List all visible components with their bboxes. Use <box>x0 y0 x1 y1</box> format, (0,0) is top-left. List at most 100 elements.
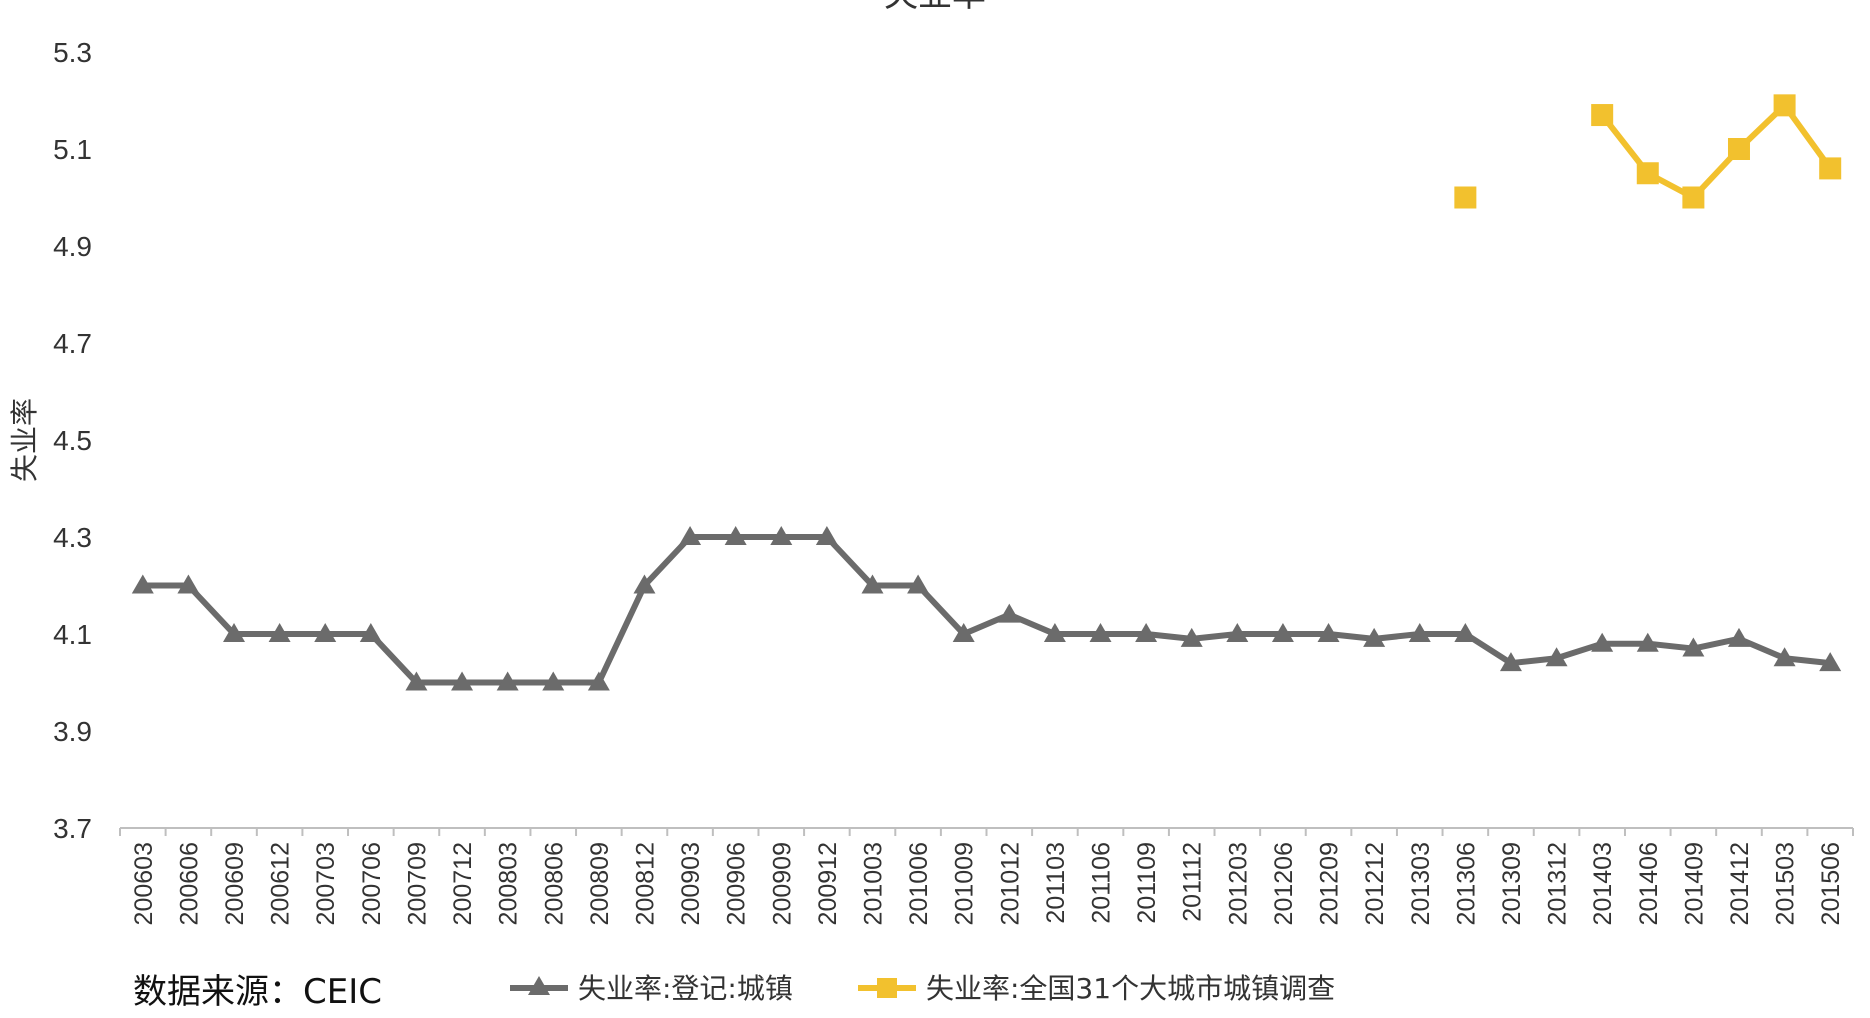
data-point <box>1271 623 1294 642</box>
data-point <box>1499 652 1522 672</box>
data-point <box>1819 157 1842 180</box>
data-point <box>861 574 884 594</box>
x-tick-label: 201106 <box>1088 842 1116 924</box>
y-tick-label: 4.3 <box>53 522 92 553</box>
x-tick-label: 201306 <box>1452 842 1480 925</box>
data-point <box>314 623 337 642</box>
y-tick-label: 4.1 <box>53 619 92 650</box>
data-point <box>1636 162 1659 185</box>
data-point <box>1135 623 1158 642</box>
x-tick-label: 200806 <box>540 842 568 925</box>
data-point <box>952 623 975 642</box>
x-tick-label: 200906 <box>723 842 751 925</box>
y-axis-label: 失业率 <box>8 398 41 482</box>
x-tick-label: 201309 <box>1498 842 1526 925</box>
y-axis-ticks: 3.7 3.9 4.1 4.3 4.5 4.7 4.9 5.1 5.3 <box>53 37 92 844</box>
data-point <box>1727 627 1750 647</box>
data-point <box>131 574 154 594</box>
y-tick-label: 4.5 <box>53 425 92 456</box>
data-point <box>405 671 428 691</box>
y-tick-label: 3.9 <box>53 716 92 747</box>
data-point <box>770 526 793 545</box>
x-tick-label: 201503 <box>1772 842 1800 925</box>
x-tick-label: 201506 <box>1817 842 1845 925</box>
data-point <box>223 623 246 642</box>
data-point <box>1226 623 1249 642</box>
x-tick-label: 200712 <box>449 842 477 925</box>
x-tick-label: 200912 <box>814 842 842 925</box>
data-point <box>1408 623 1431 642</box>
x-tick-label: 201303 <box>1407 842 1435 925</box>
y-tick-label: 4.9 <box>53 231 92 262</box>
x-tick-label: 201206 <box>1270 842 1298 925</box>
data-point <box>724 526 747 545</box>
x-tick-label: 201103 <box>1042 842 1070 924</box>
series-0 <box>131 526 1842 691</box>
x-tick-label: 201212 <box>1361 842 1389 925</box>
data-point <box>587 671 610 691</box>
x-tick-label: 200703 <box>312 842 340 925</box>
x-tick-label: 201209 <box>1316 842 1344 925</box>
series-line <box>1599 102 1833 201</box>
x-tick-label: 201312 <box>1544 842 1572 925</box>
x-tick-label: 201012 <box>996 842 1024 925</box>
data-point <box>496 671 519 691</box>
data-point <box>268 623 291 642</box>
x-tick-label: 201003 <box>859 842 887 925</box>
data-point <box>1727 138 1750 160</box>
x-tick-label: 200909 <box>768 842 796 925</box>
x-tick-label: 201112 <box>1179 842 1207 922</box>
data-point <box>451 671 474 691</box>
series-line <box>142 534 1831 686</box>
y-tick-label: 3.7 <box>53 813 92 844</box>
data-point <box>1454 186 1477 209</box>
legend-label-survey: 失业率:全国31个大城市城镇调查 <box>926 972 1335 1005</box>
data-point <box>1682 637 1705 657</box>
x-tick-label: 200803 <box>495 842 523 925</box>
legend-marker-triangle <box>528 976 550 995</box>
legend-marker-square <box>877 978 897 998</box>
data-point <box>1317 623 1340 642</box>
data-point <box>1819 652 1842 672</box>
x-tick-label: 201006 <box>905 842 933 925</box>
data-point <box>1591 632 1614 652</box>
data-point <box>1363 627 1386 647</box>
data-point <box>542 671 565 691</box>
data-point <box>177 574 200 594</box>
data-point <box>1180 627 1203 647</box>
series-1 <box>1454 94 1842 209</box>
legend-label-registered: 失业率:登记:城镇 <box>578 972 793 1005</box>
data-point <box>1545 647 1568 667</box>
y-tick-label: 4.7 <box>53 328 92 359</box>
x-tick-label: 200903 <box>677 842 705 925</box>
x-tick-label: 201412 <box>1726 842 1754 925</box>
x-tick-label: 200809 <box>586 842 614 925</box>
data-point <box>633 574 656 594</box>
x-tick-label: 201403 <box>1589 842 1617 925</box>
data-source-note: 数据来源：CEIC <box>133 972 382 1012</box>
y-tick-label: 5.3 <box>53 37 92 68</box>
y-tick-label: 5.1 <box>53 134 92 165</box>
x-tick-label: 200609 <box>221 842 249 925</box>
data-point <box>998 603 1021 623</box>
legend: 失业率:登记:城镇 失业率:全国31个大城市城镇调查 <box>510 972 1335 1005</box>
x-tick-label: 200812 <box>631 842 659 925</box>
data-point <box>815 526 838 545</box>
data-point <box>1773 94 1796 117</box>
data-point <box>1682 186 1705 209</box>
data-point <box>1089 623 1112 642</box>
x-tick-label: 201009 <box>951 842 979 925</box>
chart-title: 失业率 <box>884 0 986 15</box>
data-point <box>1043 623 1066 642</box>
x-tick-label: 201203 <box>1224 842 1252 925</box>
data-point <box>1454 623 1477 642</box>
data-point <box>359 623 382 642</box>
data-point <box>907 574 930 594</box>
series-layer <box>131 94 1842 691</box>
x-tick-label: 201406 <box>1635 842 1663 925</box>
x-tick-label: 200612 <box>267 842 295 925</box>
x-tick-label: 200606 <box>175 842 203 925</box>
x-tick-label: 201109 <box>1133 842 1161 924</box>
x-axis-ticks: 200603 200606 200609 200612 200703 200706 2007… <box>119 828 1854 925</box>
